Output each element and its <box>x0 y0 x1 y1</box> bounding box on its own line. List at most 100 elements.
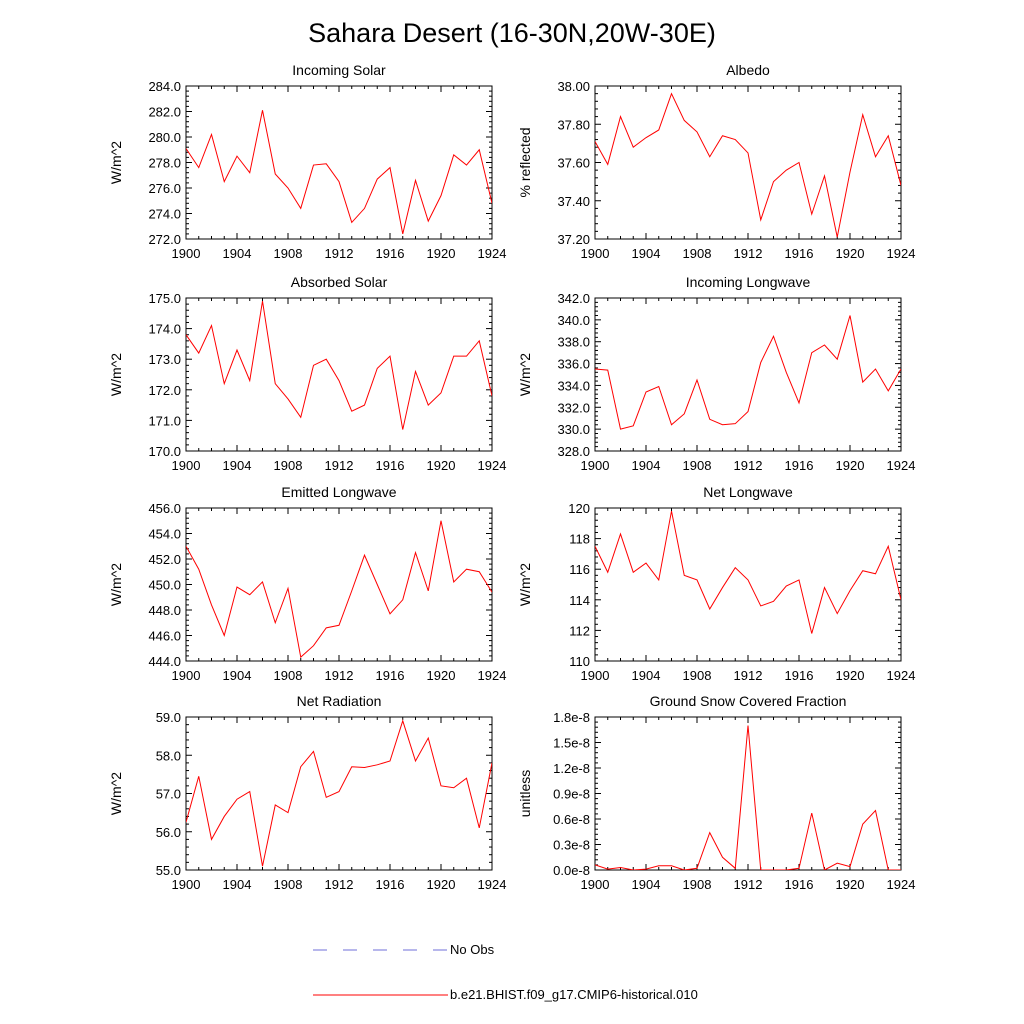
y-tick-label: 342.0 <box>557 291 590 306</box>
panel-absorbed-solar: Absorbed Solar W/m^2 1900 1904 1908 1912 1916 1… <box>108 274 506 473</box>
y-tick-label: 280.0 <box>148 130 181 145</box>
x-tick-label: 1924 <box>887 458 916 473</box>
series-line-model <box>186 719 492 867</box>
series-line-model <box>595 510 901 634</box>
series-line-model <box>186 110 492 235</box>
y-tick-label: 173.0 <box>148 352 181 367</box>
panel-albedo: Albedo % reflected 1900 1904 1908 1912 1916 192… <box>517 62 915 261</box>
x-tick-label: 1924 <box>478 877 507 892</box>
plot-frame <box>594 716 902 871</box>
x-tick-label: 1924 <box>478 458 507 473</box>
plot-frame <box>594 507 902 662</box>
y-tick-label: 0.0e-8 <box>553 863 590 878</box>
panel-title: Albedo <box>726 62 770 78</box>
x-tick-label: 1924 <box>887 246 916 261</box>
y-tick-label: 446.0 <box>148 629 181 644</box>
y-axis-label: W/m^2 <box>517 353 533 396</box>
panel-title: Incoming Longwave <box>686 274 811 290</box>
y-tick-label: 272.0 <box>148 232 181 247</box>
x-tick-label: 1920 <box>836 877 865 892</box>
x-tick-label: 1916 <box>376 668 405 683</box>
y-tick-label: 444.0 <box>148 654 181 669</box>
y-axis-label: W/m^2 <box>108 141 124 184</box>
y-axis-label: W/m^2 <box>108 563 124 606</box>
x-tick-label: 1900 <box>581 877 610 892</box>
y-tick-label: 278.0 <box>148 156 181 171</box>
panel-title: Net Longwave <box>703 484 793 500</box>
x-tick-label: 1920 <box>836 246 865 261</box>
x-tick-label: 1900 <box>581 246 610 261</box>
y-tick-label: 276.0 <box>148 181 181 196</box>
y-tick-label: 454.0 <box>148 527 181 542</box>
y-tick-label: 1.8e-8 <box>553 710 590 725</box>
x-tick-label: 1920 <box>427 668 456 683</box>
y-tick-label: 175.0 <box>148 291 181 306</box>
panels-group: Incoming Solar W/m^2 1900 1904 1908 1912 1916 1… <box>108 62 915 892</box>
panel-incoming-solar: Incoming Solar W/m^2 1900 1904 1908 1912 1916 1… <box>108 62 506 261</box>
x-tick-label: 1900 <box>581 668 610 683</box>
plot-frame <box>594 85 902 240</box>
y-tick-label: 59.0 <box>156 710 181 725</box>
y-tick-label: 120 <box>568 501 590 516</box>
y-tick-label: 282.0 <box>148 105 181 120</box>
y-tick-label: 37.40 <box>557 194 590 209</box>
x-tick-label: 1904 <box>223 668 252 683</box>
x-tick-label: 1908 <box>274 877 303 892</box>
panel-incoming-longwave: Incoming Longwave W/m^2 1900 1904 1908 1912 19… <box>517 274 915 473</box>
plot-frame <box>185 85 493 240</box>
x-tick-label: 1916 <box>785 877 814 892</box>
y-tick-label: 38.00 <box>557 79 590 94</box>
x-tick-label: 1916 <box>785 246 814 261</box>
y-tick-label: 450.0 <box>148 578 181 593</box>
x-tick-label: 1900 <box>581 458 610 473</box>
y-tick-label: 172.0 <box>148 383 181 398</box>
x-tick-label: 1912 <box>734 668 763 683</box>
series-line-model <box>186 520 492 659</box>
x-tick-label: 1912 <box>325 458 354 473</box>
y-tick-label: 336.0 <box>557 357 590 372</box>
plot-frame <box>594 297 902 452</box>
x-tick-label: 1904 <box>632 246 661 261</box>
x-tick-label: 1916 <box>376 458 405 473</box>
y-tick-label: 340.0 <box>557 313 590 328</box>
y-tick-label: 274.0 <box>148 207 181 222</box>
plot-frame <box>185 297 493 452</box>
y-tick-label: 0.9e-8 <box>553 787 590 802</box>
y-tick-label: 452.0 <box>148 552 181 567</box>
x-tick-label: 1912 <box>325 877 354 892</box>
y-tick-label: 116 <box>569 562 590 577</box>
panel-net-longwave: Net Longwave W/m^2 1900 1904 1908 1912 1916 192… <box>517 484 915 683</box>
y-tick-label: 0.3e-8 <box>553 838 590 853</box>
x-tick-label: 1908 <box>274 458 303 473</box>
panel-title: Absorbed Solar <box>291 274 388 290</box>
x-tick-label: 1900 <box>172 246 201 261</box>
y-tick-label: 456.0 <box>148 501 181 516</box>
x-tick-label: 1912 <box>325 246 354 261</box>
x-tick-label: 1908 <box>683 877 712 892</box>
x-tick-label: 1920 <box>836 668 865 683</box>
x-tick-label: 1916 <box>376 246 405 261</box>
panel-net-radiation: Net Radiation W/m^2 1900 1904 1908 1912 1916 19… <box>108 693 506 892</box>
y-tick-label: 334.0 <box>557 378 590 393</box>
panel-title: Incoming Solar <box>292 62 386 78</box>
x-tick-label: 1904 <box>632 458 661 473</box>
y-tick-label: 170.0 <box>148 444 181 459</box>
y-tick-label: 55.0 <box>156 863 181 878</box>
x-tick-label: 1912 <box>325 668 354 683</box>
x-tick-label: 1916 <box>785 668 814 683</box>
panel-title: Net Radiation <box>297 693 382 709</box>
y-axis-label: unitless <box>517 770 533 817</box>
legend-model-label: b.e21.BHIST.f09_g17.CMIP6-historical.010 <box>450 987 698 1002</box>
x-tick-label: 1912 <box>734 246 763 261</box>
legend: No Obs b.e21.BHIST.f09_g17.CMIP6-histori… <box>313 942 698 1002</box>
y-tick-label: 332.0 <box>557 400 590 415</box>
x-tick-label: 1916 <box>785 458 814 473</box>
x-tick-label: 1912 <box>734 458 763 473</box>
x-tick-label: 1916 <box>376 877 405 892</box>
y-tick-label: 328.0 <box>557 444 590 459</box>
y-tick-label: 37.60 <box>557 156 590 171</box>
x-tick-label: 1908 <box>274 668 303 683</box>
x-tick-label: 1912 <box>734 877 763 892</box>
x-tick-label: 1900 <box>172 877 201 892</box>
